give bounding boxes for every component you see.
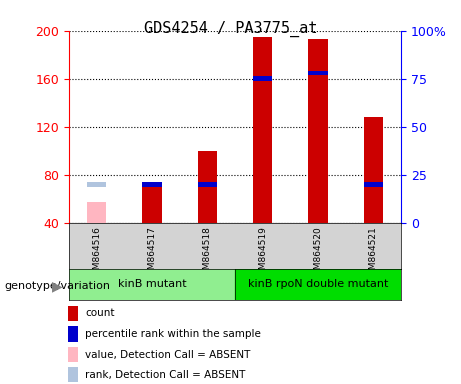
- Bar: [68, 306, 77, 321]
- Text: kinB mutant: kinB mutant: [118, 279, 186, 289]
- Bar: [69, 269, 235, 300]
- Bar: [198, 182, 217, 187]
- Text: genotype/variation: genotype/variation: [5, 281, 111, 291]
- Bar: [68, 347, 77, 362]
- Bar: [142, 183, 162, 223]
- Text: value, Detection Call = ABSENT: value, Detection Call = ABSENT: [85, 350, 251, 360]
- Bar: [198, 151, 217, 223]
- Text: GSM864520: GSM864520: [313, 227, 323, 281]
- Bar: [87, 202, 106, 223]
- Bar: [253, 37, 272, 223]
- Bar: [308, 71, 328, 75]
- Bar: [253, 76, 272, 81]
- Bar: [142, 182, 162, 187]
- Text: percentile rank within the sample: percentile rank within the sample: [85, 329, 261, 339]
- Bar: [308, 39, 328, 223]
- Bar: [87, 182, 106, 187]
- Text: GSM864517: GSM864517: [148, 227, 157, 281]
- Text: GSM864516: GSM864516: [92, 227, 101, 281]
- Text: GDS4254 / PA3775_at: GDS4254 / PA3775_at: [144, 21, 317, 37]
- Text: rank, Detection Call = ABSENT: rank, Detection Call = ABSENT: [85, 370, 246, 380]
- Bar: [68, 326, 77, 342]
- Bar: [235, 269, 401, 300]
- Bar: [68, 367, 77, 382]
- Text: GSM864521: GSM864521: [369, 227, 378, 281]
- Text: count: count: [85, 308, 115, 318]
- Text: GSM864519: GSM864519: [258, 227, 267, 281]
- Text: ▶: ▶: [52, 279, 62, 293]
- Bar: [364, 182, 383, 187]
- Text: GSM864518: GSM864518: [203, 227, 212, 281]
- Bar: [364, 117, 383, 223]
- Text: kinB rpoN double mutant: kinB rpoN double mutant: [248, 279, 388, 289]
